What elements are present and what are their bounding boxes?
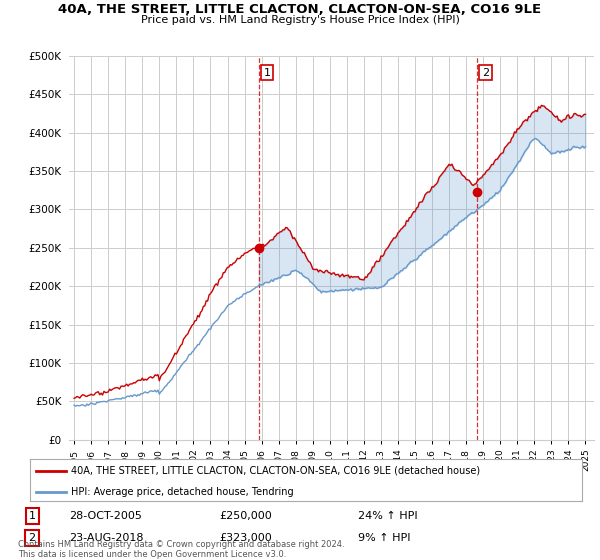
Text: 2: 2	[482, 68, 490, 77]
Text: 23-AUG-2018: 23-AUG-2018	[70, 533, 144, 543]
Text: 1: 1	[263, 68, 271, 77]
Text: HPI: Average price, detached house, Tendring: HPI: Average price, detached house, Tend…	[71, 487, 294, 497]
Text: 2: 2	[29, 533, 36, 543]
Text: £323,000: £323,000	[220, 533, 272, 543]
Text: 40A, THE STREET, LITTLE CLACTON, CLACTON-ON-SEA, CO16 9LE (detached house): 40A, THE STREET, LITTLE CLACTON, CLACTON…	[71, 466, 481, 476]
Text: 9% ↑ HPI: 9% ↑ HPI	[358, 533, 410, 543]
Text: 40A, THE STREET, LITTLE CLACTON, CLACTON-ON-SEA, CO16 9LE: 40A, THE STREET, LITTLE CLACTON, CLACTON…	[58, 3, 542, 16]
Text: Price paid vs. HM Land Registry's House Price Index (HPI): Price paid vs. HM Land Registry's House …	[140, 15, 460, 25]
Text: £250,000: £250,000	[220, 511, 272, 521]
Text: Contains HM Land Registry data © Crown copyright and database right 2024.
This d: Contains HM Land Registry data © Crown c…	[18, 540, 344, 559]
Text: 24% ↑ HPI: 24% ↑ HPI	[358, 511, 417, 521]
Text: 1: 1	[29, 511, 35, 521]
Text: 28-OCT-2005: 28-OCT-2005	[70, 511, 142, 521]
